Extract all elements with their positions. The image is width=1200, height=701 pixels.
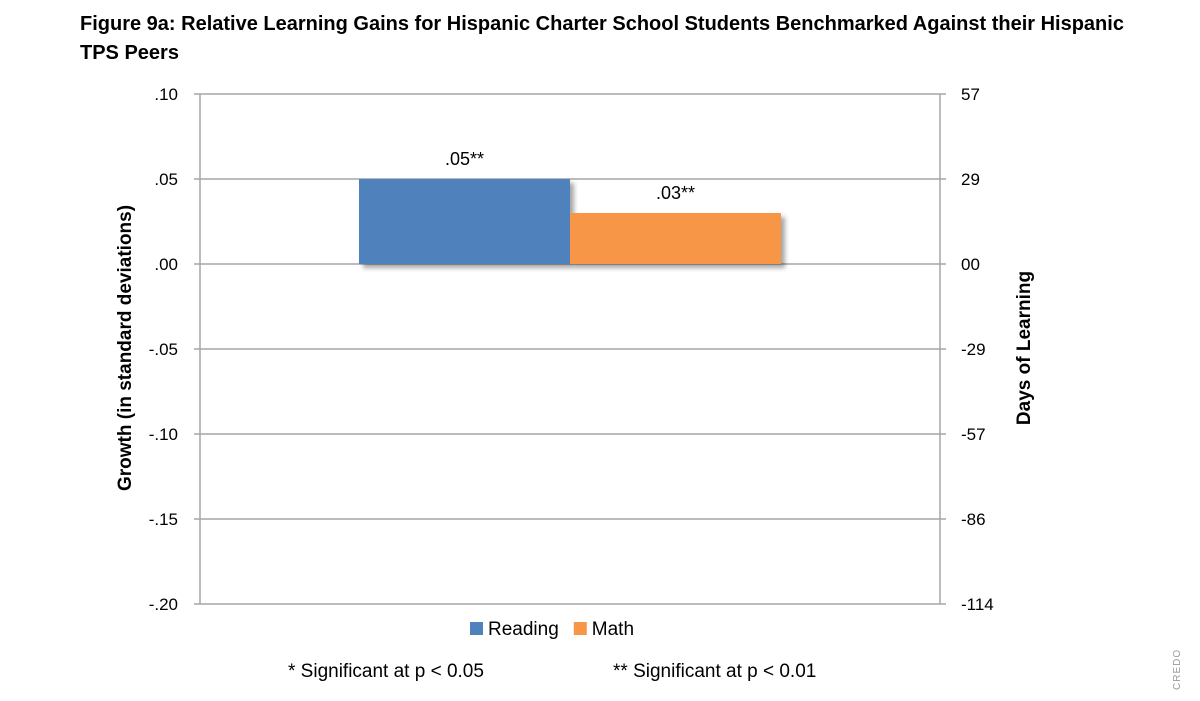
data-labels: .05** .03**: [445, 149, 695, 203]
legend-label-math: Math: [592, 619, 634, 640]
significance-note-01: ** Significant at p < 0.01: [613, 661, 816, 682]
y2-tick-label: -57: [961, 425, 986, 444]
data-label-reading: .05**: [445, 149, 484, 169]
y-axis-title: Growth (in standard deviations): [115, 205, 136, 491]
y-tick-label: -.05: [149, 340, 178, 359]
chart-title: Figure 9a: Relative Learning Gains for H…: [80, 13, 1124, 64]
y-tick-label: .00: [154, 255, 178, 274]
y-tick-label: -.20: [149, 595, 178, 614]
y2-tick-label: 00: [961, 255, 980, 274]
y-tick-label: -.10: [149, 425, 178, 444]
legend-label-reading: Reading: [488, 619, 559, 640]
left-axis-ticks: .10 .05 .00 -.05 -.10 -.15 -.20: [149, 85, 178, 614]
bars: [359, 179, 781, 264]
y2-tick-label: -114: [961, 595, 994, 614]
gridlines: [194, 93, 946, 605]
legend: Reading Math: [470, 619, 634, 640]
y2-tick-label: -86: [961, 510, 986, 529]
y-tick-label: .05: [154, 170, 178, 189]
y-tick-label: -.15: [149, 510, 178, 529]
bar-reading: [359, 179, 570, 264]
y2-tick-label: 29: [961, 170, 980, 189]
bar-math: [570, 213, 781, 264]
right-axis-ticks: 57 29 00 -29 -57 -86 -114: [961, 85, 994, 614]
y2-axis-title: Days of Learning: [1014, 271, 1035, 425]
data-label-math: .03**: [656, 183, 695, 203]
y2-tick-label: 57: [961, 85, 980, 104]
legend-swatch-reading: [470, 622, 483, 635]
credo-watermark: CREDO: [1172, 648, 1183, 690]
y2-tick-label: -29: [961, 340, 986, 359]
legend-swatch-math: [573, 622, 587, 635]
significance-note-05: * Significant at p < 0.05: [288, 661, 484, 682]
y-tick-label: .10: [154, 85, 178, 104]
